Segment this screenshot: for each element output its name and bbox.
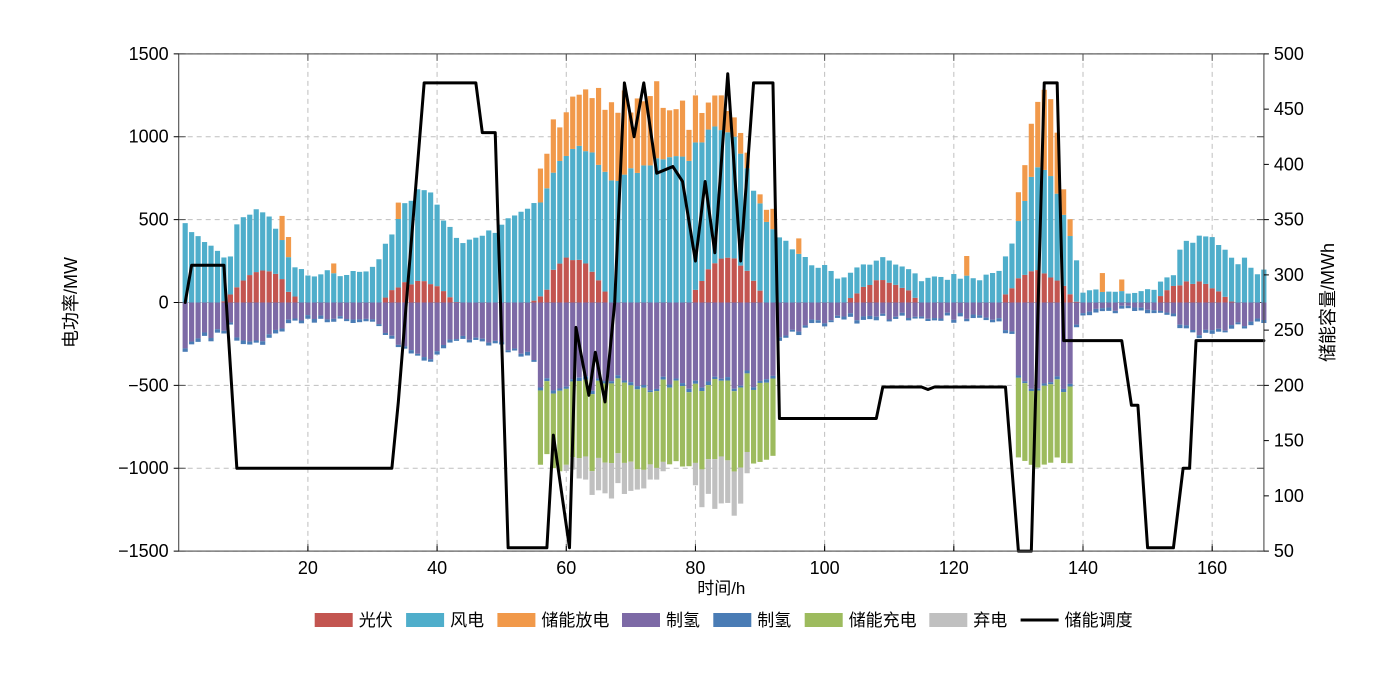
svg-text:500: 500 <box>139 210 169 230</box>
svg-text:250: 250 <box>1274 320 1304 340</box>
svg-text:−1000: −1000 <box>118 458 169 478</box>
svg-text:100: 100 <box>1274 486 1304 506</box>
svg-text:400: 400 <box>1274 154 1304 174</box>
svg-text:储能充电: 储能充电 <box>849 611 917 630</box>
svg-text:60: 60 <box>556 558 576 578</box>
svg-text:450: 450 <box>1274 99 1304 119</box>
svg-text:−500: −500 <box>128 375 169 395</box>
svg-text:制氢: 制氢 <box>757 611 791 630</box>
svg-text:储能调度: 储能调度 <box>1065 611 1133 630</box>
svg-text:0: 0 <box>159 293 169 313</box>
svg-text:120: 120 <box>939 558 969 578</box>
svg-text:40: 40 <box>427 558 447 578</box>
svg-text:300: 300 <box>1274 265 1304 285</box>
svg-text:光伏: 光伏 <box>359 611 393 630</box>
svg-text:风电: 风电 <box>450 611 484 630</box>
svg-text:1500: 1500 <box>129 44 169 64</box>
svg-text:1000: 1000 <box>129 127 169 147</box>
svg-text:20: 20 <box>298 558 318 578</box>
svg-text:100: 100 <box>810 558 840 578</box>
svg-text:时间/h: 时间/h <box>697 579 745 598</box>
svg-text:200: 200 <box>1274 375 1304 395</box>
svg-text:150: 150 <box>1274 431 1304 451</box>
svg-text:500: 500 <box>1274 44 1304 64</box>
svg-text:储能放电: 储能放电 <box>541 611 609 630</box>
svg-text:80: 80 <box>685 558 705 578</box>
svg-text:制氢: 制氢 <box>666 611 700 630</box>
svg-text:160: 160 <box>1197 558 1227 578</box>
svg-text:350: 350 <box>1274 210 1304 230</box>
svg-text:储能容量/MWh: 储能容量/MWh <box>1318 243 1338 362</box>
svg-text:电功率/MW: 电功率/MW <box>61 257 81 348</box>
svg-text:140: 140 <box>1068 558 1098 578</box>
svg-text:−1500: −1500 <box>118 541 169 561</box>
svg-text:弃电: 弃电 <box>973 611 1007 630</box>
svg-text:50: 50 <box>1274 541 1294 561</box>
